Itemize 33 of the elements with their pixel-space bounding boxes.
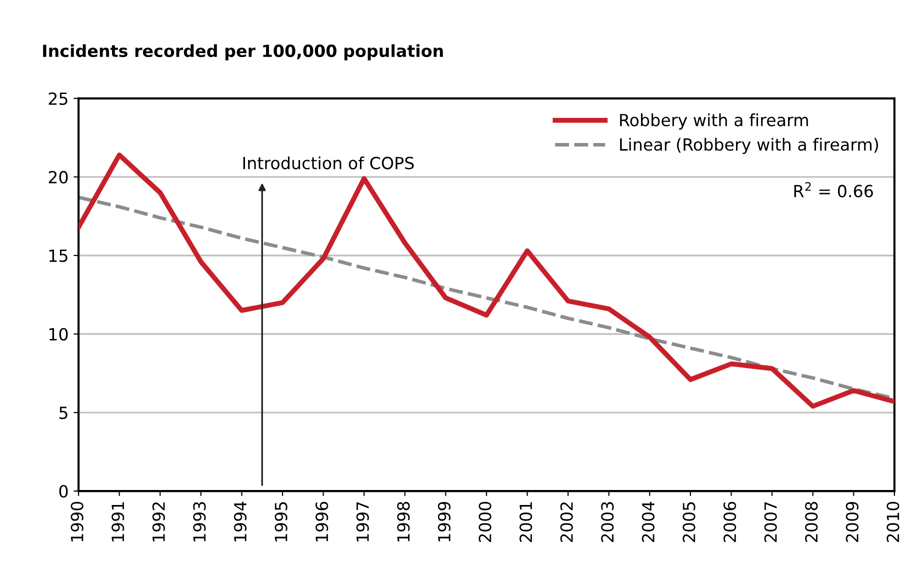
x-tick-label: 2006 <box>723 502 736 542</box>
x-tick-label: 1991 <box>112 502 124 542</box>
x-tick-label: 2002 <box>560 502 573 542</box>
x-tick-label: 1999 <box>438 502 451 542</box>
x-tick-label: 1996 <box>316 502 328 542</box>
y-tick-label: 15 <box>49 250 68 262</box>
y-tick-label: 5 <box>60 406 68 420</box>
y-tick-label: 0 <box>59 485 68 498</box>
x-tick-label: 1995 <box>274 502 288 542</box>
legend-label: Robbery with a firearm <box>620 113 808 130</box>
x-tick-label: 2005 <box>682 502 696 542</box>
x-tick-label: 2010 <box>886 502 900 542</box>
y-tick-label: 25 <box>48 92 68 106</box>
x-tick-label: 2007 <box>764 502 777 542</box>
x-tick-label: 1992 <box>152 502 165 542</box>
x-tick-label: 1997 <box>356 502 369 542</box>
annotation: R$^{2}$ = 0.66 <box>794 182 873 198</box>
x-tick-label: 2008 <box>805 502 818 542</box>
x-tick-label: 2001 <box>520 502 532 542</box>
x-tick-label: 2004 <box>642 502 654 542</box>
legend-label: Linear (Robbery with a firearm) <box>620 138 878 154</box>
line-series <box>78 152 894 409</box>
x-tick-label: 1998 <box>397 502 410 542</box>
x-tick-label: 2009 <box>846 502 858 542</box>
y-tick-label: 10 <box>49 328 68 341</box>
x-tick-label: 1994 <box>234 502 247 542</box>
x-tick-label: 2003 <box>601 502 614 542</box>
y-tick-label: 20 <box>48 170 68 184</box>
annotation: Introduction of COPS <box>243 156 414 170</box>
x-tick-label: 2000 <box>478 502 492 542</box>
x-tick-label: 1993 <box>193 502 206 542</box>
y-axis-title: Incidents recorded per 100,000 population <box>43 44 443 60</box>
x-tick-label: 1990 <box>70 502 84 542</box>
